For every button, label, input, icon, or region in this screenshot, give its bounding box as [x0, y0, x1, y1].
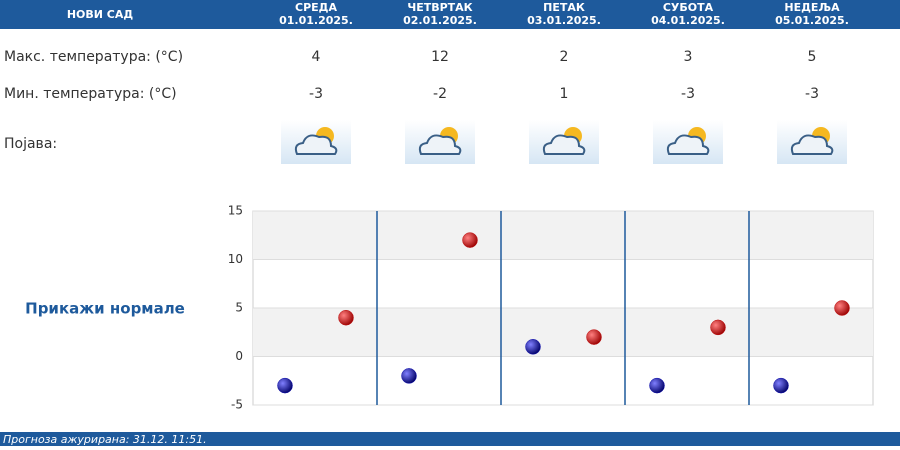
max-temp: 3 — [684, 49, 693, 65]
row-label: Макс. температура: (°C) — [4, 49, 183, 65]
max-temp: 4 — [312, 49, 321, 65]
temp-point — [277, 377, 293, 394]
temp-point — [773, 377, 789, 394]
day-name: СУБОТА — [663, 1, 714, 14]
row-label: Мин. температура: (°C) — [4, 86, 177, 102]
weather-icon — [653, 120, 723, 164]
temp-point — [649, 377, 665, 394]
day-name: НЕДЕЉА — [784, 1, 840, 14]
y-tick-label: 15 — [228, 204, 243, 218]
temp-point — [338, 309, 354, 326]
min-temp: -3 — [681, 86, 695, 102]
min-temp: 1 — [560, 86, 569, 102]
cloud — [790, 134, 834, 155]
footer-text: Прогноза ажурирана: 31.12. 11:51. — [3, 433, 207, 446]
y-tick-label: 0 — [235, 349, 243, 363]
footer-bar — [0, 432, 900, 446]
min-temp: -3 — [805, 86, 819, 102]
min-temp: -3 — [309, 86, 323, 102]
temp-point — [710, 319, 726, 336]
max-temp: 5 — [808, 49, 817, 65]
day-name: ЧЕТВРТАК — [407, 1, 472, 14]
city: НОВИ САД — [67, 8, 134, 21]
day-date: 03.01.2025. — [527, 14, 601, 27]
grid-band — [253, 308, 873, 357]
y-tick-label: 5 — [235, 301, 243, 315]
normals-link[interactable]: Прикажи нормале — [25, 300, 185, 318]
cloud — [542, 134, 586, 155]
day-date: 05.01.2025. — [775, 14, 849, 27]
day-name: ПЕТАК — [543, 1, 585, 14]
max-temp: 12 — [431, 49, 449, 65]
grid-band — [253, 211, 873, 260]
weather-icon — [529, 120, 599, 164]
max-temp: 2 — [560, 49, 569, 65]
cloud — [666, 134, 710, 155]
min-temp: -2 — [433, 86, 447, 102]
day-name: СРЕДА — [295, 1, 337, 14]
y-tick-label: -5 — [231, 398, 243, 412]
temp-point — [462, 232, 478, 248]
day-date: 01.01.2025. — [279, 14, 353, 27]
day-date: 02.01.2025. — [403, 14, 477, 27]
weather-icon — [405, 120, 475, 164]
weather-icon — [777, 120, 847, 164]
temp-point — [834, 300, 850, 316]
weather-icon — [281, 120, 351, 164]
temp-point — [525, 339, 541, 355]
row-label: Појава: — [4, 136, 57, 152]
day-date: 04.01.2025. — [651, 14, 725, 27]
cloud — [418, 134, 462, 155]
temp-point — [586, 329, 602, 345]
cloud — [294, 134, 338, 155]
header-bar — [0, 0, 900, 29]
y-tick-label: 10 — [228, 252, 243, 266]
temp-point — [401, 368, 417, 384]
